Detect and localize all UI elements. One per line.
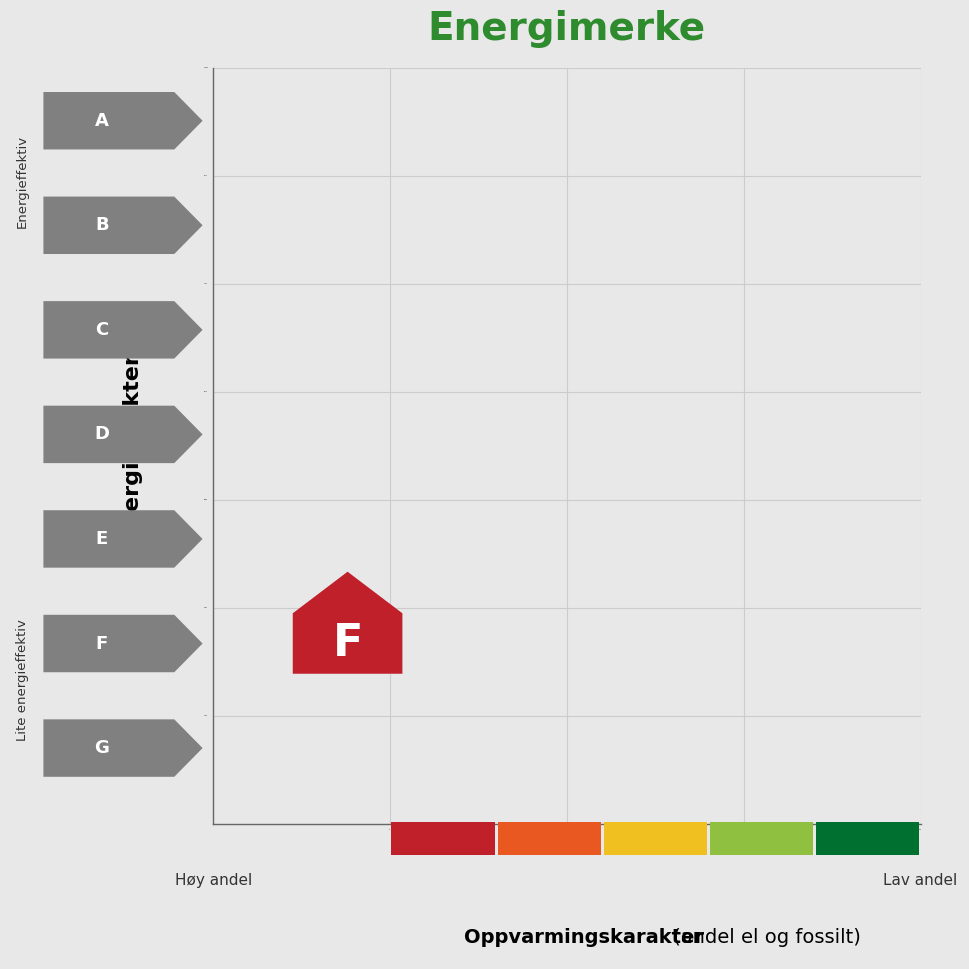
Bar	[497, 822, 601, 856]
Text: Lav andel: Lav andel	[884, 873, 957, 888]
Title: Energimerke: Energimerke	[427, 10, 706, 48]
Text: Lite energieffektiv: Lite energieffektiv	[16, 619, 29, 741]
Text: D: D	[94, 425, 109, 444]
Text: F: F	[332, 622, 362, 665]
Text: Høy andel: Høy andel	[174, 873, 252, 888]
Polygon shape	[44, 614, 203, 672]
Bar	[816, 822, 920, 856]
Text: Energieffektiv: Energieffektiv	[16, 135, 29, 228]
Polygon shape	[44, 301, 203, 359]
Polygon shape	[44, 719, 203, 777]
Polygon shape	[44, 92, 203, 149]
Text: C: C	[95, 321, 109, 339]
Y-axis label: Energikarakter: Energikarakter	[121, 352, 141, 540]
Text: B: B	[95, 216, 109, 234]
Text: A: A	[95, 111, 109, 130]
Bar	[391, 822, 495, 856]
Polygon shape	[44, 511, 203, 568]
Text: (andel el og fossilt): (andel el og fossilt)	[668, 927, 861, 947]
Polygon shape	[293, 572, 402, 673]
Text: F: F	[96, 635, 108, 652]
Polygon shape	[44, 197, 203, 254]
Text: E: E	[96, 530, 108, 547]
Text: Oppvarmingskarakter: Oppvarmingskarakter	[464, 927, 704, 947]
Bar	[709, 822, 813, 856]
Polygon shape	[44, 406, 203, 463]
Bar	[604, 822, 707, 856]
Text: G: G	[94, 739, 109, 757]
